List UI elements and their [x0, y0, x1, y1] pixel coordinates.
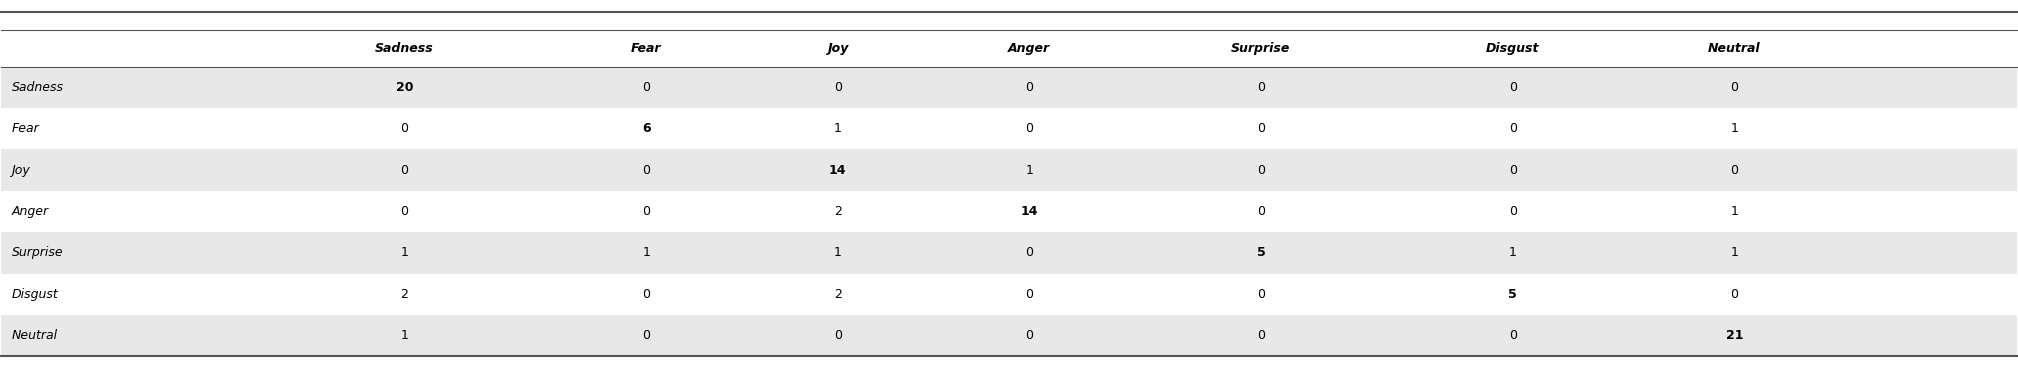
Text: 0: 0 [1257, 288, 1265, 301]
Text: 0: 0 [400, 122, 408, 135]
Text: Joy: Joy [827, 42, 848, 55]
Text: Surprise: Surprise [12, 246, 63, 260]
Text: 2: 2 [833, 205, 842, 218]
Text: 0: 0 [1509, 164, 1518, 177]
Text: 0: 0 [1731, 288, 1737, 301]
Text: 1: 1 [1731, 122, 1737, 135]
Text: 1: 1 [1731, 205, 1737, 218]
Text: 0: 0 [1257, 205, 1265, 218]
Text: Sadness: Sadness [375, 42, 434, 55]
Text: Anger: Anger [12, 205, 48, 218]
Text: 0: 0 [1731, 164, 1737, 177]
Text: 0: 0 [833, 329, 842, 342]
Bar [2, 232, 2016, 274]
Text: Neutral: Neutral [12, 329, 59, 342]
Text: 0: 0 [642, 329, 650, 342]
Text: 5: 5 [1507, 288, 1518, 301]
Text: 0: 0 [1025, 81, 1033, 94]
Text: Sadness: Sadness [12, 81, 63, 94]
Text: 0: 0 [1509, 205, 1518, 218]
Text: 1: 1 [1025, 164, 1033, 177]
Text: 0: 0 [1025, 122, 1033, 135]
Text: Disgust: Disgust [1485, 42, 1540, 55]
Text: Fear: Fear [632, 42, 662, 55]
Text: 1: 1 [1509, 246, 1518, 260]
Text: 14: 14 [829, 164, 846, 177]
Text: 1: 1 [833, 122, 842, 135]
Text: 0: 0 [642, 205, 650, 218]
Bar [2, 66, 2016, 108]
Bar [2, 108, 2016, 149]
Text: 5: 5 [1257, 246, 1265, 260]
Bar [2, 274, 2016, 315]
Text: Fear: Fear [12, 122, 38, 135]
Text: 0: 0 [1025, 246, 1033, 260]
Text: 0: 0 [1731, 81, 1737, 94]
Text: 1: 1 [833, 246, 842, 260]
Text: 2: 2 [400, 288, 408, 301]
Text: 0: 0 [1257, 164, 1265, 177]
Text: 0: 0 [400, 164, 408, 177]
Bar [2, 315, 2016, 356]
Text: 0: 0 [1025, 288, 1033, 301]
Text: 0: 0 [1509, 81, 1518, 94]
Text: 0: 0 [642, 164, 650, 177]
Text: Disgust: Disgust [12, 288, 59, 301]
Text: 0: 0 [1025, 329, 1033, 342]
Text: 0: 0 [833, 81, 842, 94]
Text: 0: 0 [400, 205, 408, 218]
Text: 20: 20 [396, 81, 414, 94]
Text: 0: 0 [1509, 122, 1518, 135]
Text: Neutral: Neutral [1707, 42, 1762, 55]
Text: 0: 0 [1509, 329, 1518, 342]
Text: Surprise: Surprise [1231, 42, 1292, 55]
Text: 0: 0 [642, 81, 650, 94]
Text: 14: 14 [1021, 205, 1037, 218]
Text: 0: 0 [1257, 122, 1265, 135]
Text: 21: 21 [1725, 329, 1744, 342]
Text: 1: 1 [400, 329, 408, 342]
Text: 1: 1 [1731, 246, 1737, 260]
Text: Anger: Anger [1009, 42, 1049, 55]
Bar [2, 149, 2016, 191]
Text: 6: 6 [642, 122, 650, 135]
Text: Joy: Joy [12, 164, 30, 177]
Text: 0: 0 [642, 288, 650, 301]
Text: 2: 2 [833, 288, 842, 301]
Bar [2, 191, 2016, 232]
Text: 1: 1 [400, 246, 408, 260]
Text: 1: 1 [642, 246, 650, 260]
Text: 0: 0 [1257, 81, 1265, 94]
Text: 0: 0 [1257, 329, 1265, 342]
